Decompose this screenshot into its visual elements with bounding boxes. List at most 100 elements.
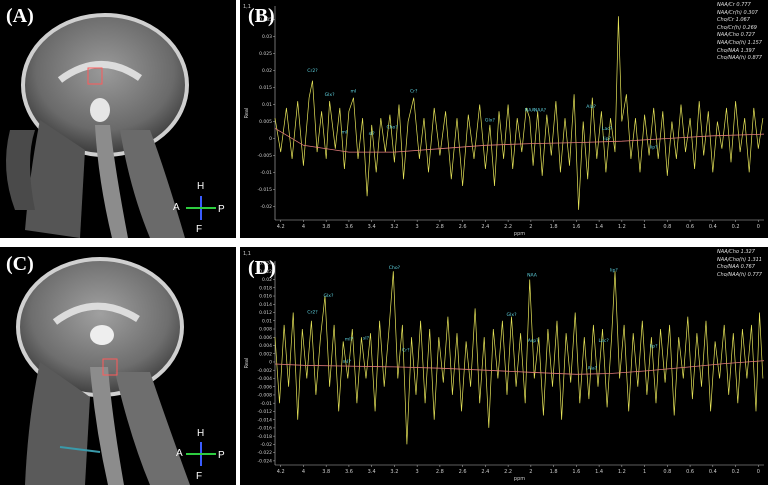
peak-label: Ala? [587, 365, 597, 371]
mri-image-a [0, 0, 236, 238]
x-tick-label: 0.2 [732, 469, 740, 475]
y-tick-label: 0 [269, 136, 272, 142]
ratio-item: NAA/Cho(h) 1.157 [717, 39, 762, 46]
x-tick-label: 3.8 [322, 469, 330, 475]
panel-label-d: (D) [248, 257, 276, 279]
spectrum-chart-b: 1,1 0.035 0.03 0.025 0.02 0.015 0.01 0.005 0 -0.… [243, 4, 765, 237]
x-tick-label: 2 [529, 224, 532, 230]
peak-label: Glx? [323, 293, 334, 299]
peak-label: NAA? [534, 107, 547, 113]
corner-label-d: 1,1 [243, 251, 251, 257]
x-tick-label: 3 [416, 469, 419, 475]
peak-label: Asp? [528, 338, 539, 344]
y-tick-label: 0 [269, 360, 272, 366]
y-tick-label: -0.008 [257, 393, 272, 399]
ratio-item: Cho/Cr 1.067 [717, 17, 750, 24]
y-tick-label: 0.005 [259, 119, 272, 125]
spectrum-chart-d: 1,1 0.0240.0220.020.0180.0160.0140.0120.… [243, 251, 765, 482]
peak-label: mI? [345, 337, 354, 343]
orientation-top-c: H [197, 428, 205, 439]
ratio-item: Cho/NAA 1.397 [717, 47, 755, 54]
peak-label: Glx? [507, 312, 518, 318]
y-tick-label: -0.005 [257, 153, 272, 159]
ratio-list-d: NAA/Cho 1.327 NAA/Cho(h) 1.311 Cho/NAA 0… [717, 249, 762, 279]
x-tick-label: 4 [302, 469, 305, 475]
x-tick-label: 2.2 [504, 224, 512, 230]
x-tick-label: 0.4 [709, 469, 717, 475]
mri-drawing-c [16, 257, 190, 485]
x-tick-label: 1.8 [550, 469, 558, 475]
y-tick-label: 0.002 [259, 351, 272, 357]
y-axis-label: Real [244, 358, 250, 369]
peak-label: Cho? [386, 124, 398, 130]
peak-label: Cr2? [307, 309, 318, 315]
ratio-item: Cho/Cr(h) 0.269 [717, 24, 757, 31]
y-tick-label: -0.014 [257, 417, 272, 423]
y-tick-label: -0.016 [257, 426, 272, 432]
y-tick-label: -0.02 [260, 442, 272, 448]
y-tick-label: 0.014 [259, 302, 272, 308]
peak-label: lip? [610, 267, 618, 273]
orientation-top-a: H [197, 181, 205, 192]
voi-box-c [102, 358, 118, 376]
x-tick-label: 3.4 [368, 224, 376, 230]
y-tick-label: -0.015 [257, 187, 272, 193]
y-tick-label: 0.035 [259, 17, 272, 23]
orientation-bottom-c: F [196, 471, 203, 482]
y-tick-label: -0.024 [257, 458, 272, 464]
spectrum-line [274, 271, 764, 445]
y-tick-label: -0.02 [260, 204, 272, 210]
y-tick-label: -0.01 [260, 170, 272, 176]
x-tick-label: 3.2 [390, 224, 398, 230]
baseline-fit-line [274, 127, 765, 153]
spectrum-line [274, 16, 764, 210]
x-tick-label: 2.6 [459, 469, 467, 475]
x-axis-label: ppm [514, 231, 525, 237]
peak-label: Glx? [325, 92, 336, 98]
x-tick-label: 3.4 [368, 469, 376, 475]
x-tick-label: 0.6 [686, 224, 694, 230]
baseline-fit-line [274, 360, 765, 375]
peak-label: Glx? [485, 117, 496, 123]
peak-label: mI [341, 129, 347, 135]
peak-label: Cr2? [307, 68, 318, 74]
ratio-item: Cho/NAA(h) 0.777 [717, 271, 762, 278]
x-tick-label: 1 [643, 224, 646, 230]
peak-label: Cr? [410, 89, 418, 95]
y-tick-label: 0.012 [259, 310, 272, 316]
panel-label-c: (C) [6, 253, 34, 275]
y-tick-label: 0.024 [259, 261, 272, 267]
y-axis-label: Real [244, 108, 250, 119]
peak-label: sI? [369, 131, 376, 137]
peak-label: mI [351, 89, 357, 95]
y-tick-label: -0.002 [257, 368, 272, 374]
ratio-list-b: NAA/Cr 0.777 NAA/Cr(h) 0.307 Cho/Cr 1.06… [717, 2, 762, 63]
peak-label: lip? [603, 136, 611, 142]
orientation-cross-a [186, 196, 216, 220]
mri-drawing-a [6, 13, 189, 238]
ratio-item: NAA/Cho(h) 1.311 [717, 256, 762, 263]
mri-image-c [0, 247, 236, 485]
x-tick-label: 0.6 [686, 469, 694, 475]
orientation-right-a: P [218, 204, 225, 215]
x-tick-label: 3.8 [322, 224, 330, 230]
y-tick-label: -0.018 [257, 434, 272, 440]
y-tick-label: 0.02 [262, 277, 272, 283]
y-tick-label: 0.006 [259, 335, 272, 341]
x-tick-label: 0 [757, 224, 760, 230]
y-tick-label: -0.022 [257, 450, 272, 456]
y-tick-label: 0.015 [259, 85, 272, 91]
x-axis-label: ppm [514, 476, 525, 482]
y-tick-label: -0.004 [257, 376, 272, 382]
x-tick-label: 3 [416, 224, 419, 230]
x-tick-label: 1.8 [550, 224, 558, 230]
x-tick-label: 3.2 [390, 469, 398, 475]
corner-label-b: 1,1 [243, 4, 251, 10]
x-tick-label: 2.4 [481, 224, 489, 230]
panel-label-a: (A) [6, 5, 34, 27]
orientation-right-c: P [218, 450, 225, 461]
y-tick-label: -0.012 [257, 409, 272, 415]
x-tick-label: 3.6 [345, 224, 353, 230]
x-tick-label: 2 [529, 469, 532, 475]
x-tick-label: 0.8 [663, 469, 671, 475]
